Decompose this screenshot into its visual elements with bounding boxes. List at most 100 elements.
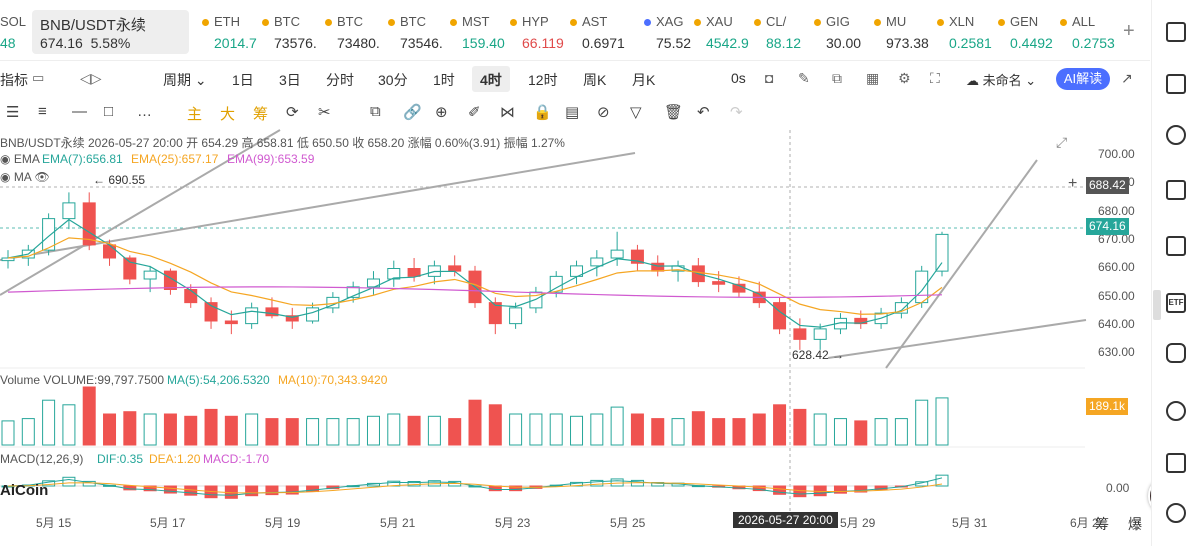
copy-icon[interactable]: ⧉ bbox=[370, 103, 381, 120]
refresh-icon[interactable]: ⟳ bbox=[286, 104, 299, 121]
toolbar-menu-icon[interactable]: ☰ bbox=[6, 104, 20, 121]
rect-icon[interactable]: □ bbox=[104, 103, 114, 120]
ticker-item[interactable]: XLN 0.2581 bbox=[937, 14, 992, 52]
ticker-symbol: XAG bbox=[656, 14, 684, 29]
clear-icon[interactable]: ⊘ bbox=[597, 104, 610, 121]
ticker-item[interactable]: SOL 48 bbox=[0, 14, 26, 52]
sidebar-doc-icon[interactable] bbox=[1166, 74, 1186, 94]
sidebar-exchange-icon[interactable] bbox=[1166, 401, 1186, 421]
ticker-item[interactable]: AST 0.6971 bbox=[570, 14, 625, 52]
volume-bar bbox=[285, 418, 299, 446]
list-icon[interactable]: ≡ bbox=[38, 103, 47, 120]
ticker-item[interactable]: CL/88.12 bbox=[754, 14, 801, 52]
ticker-price: 73480. bbox=[337, 35, 380, 51]
sidebar-grid-icon[interactable] bbox=[1166, 453, 1186, 473]
sidebar-panel-icon[interactable] bbox=[1166, 22, 1186, 42]
trash-icon[interactable]: 🗑 bbox=[664, 104, 684, 121]
tf-1d[interactable]: 1日 bbox=[232, 72, 254, 88]
share-icon[interactable]: ↗ bbox=[1121, 70, 1133, 86]
add-alert-icon[interactable]: + bbox=[1068, 175, 1078, 192]
candle-body bbox=[935, 233, 949, 272]
unnamed-layout-dropdown[interactable]: ☁ 未命名 ⌄ bbox=[966, 73, 1037, 88]
tf-4h[interactable]: 4时 bbox=[480, 72, 502, 88]
ticker-item[interactable]: BTC 73480. bbox=[325, 14, 380, 52]
filter-icon[interactable]: ▽ bbox=[630, 104, 642, 121]
volume-bar bbox=[123, 411, 137, 446]
zoom-icon[interactable]: ⊕ bbox=[435, 104, 448, 121]
indicators-button[interactable]: 指标 bbox=[0, 72, 28, 88]
new-window-icon[interactable]: ⧉ bbox=[832, 70, 842, 86]
grid-icon[interactable]: ▦ bbox=[866, 70, 880, 86]
redo-icon[interactable]: ↷ bbox=[730, 104, 743, 121]
ticker-item[interactable]: XAG 75.52 bbox=[644, 14, 691, 52]
tf-week[interactable]: 周K bbox=[583, 72, 607, 88]
magnet-icon[interactable]: ⋈ bbox=[500, 104, 515, 121]
chips-bottom-button[interactable]: 筹 bbox=[1095, 516, 1109, 532]
sidebar-order-icon[interactable] bbox=[1166, 180, 1186, 200]
link-icon[interactable]: 🔗 bbox=[403, 104, 422, 121]
ticker-price: 0.2581 bbox=[949, 35, 992, 51]
tf-1h[interactable]: 1时 bbox=[433, 72, 455, 88]
sidebar-help-icon[interactable] bbox=[1166, 503, 1186, 523]
ticker-item[interactable]: ALL 0.2753 bbox=[1060, 14, 1115, 52]
volume-bar bbox=[326, 418, 340, 446]
big-order-button[interactable]: 大 bbox=[220, 106, 236, 123]
ticker-item[interactable]: GEN 0.4492 bbox=[998, 14, 1053, 52]
tf-min[interactable]: 分时 bbox=[326, 72, 354, 88]
period-dropdown[interactable]: 周期 ⌄ bbox=[163, 72, 207, 88]
burst-bottom-button[interactable]: 爆 bbox=[1128, 516, 1142, 532]
expand-chart-icon[interactable]: ⤢ bbox=[1056, 134, 1068, 150]
ticker-item[interactable]: ETH 2014.7 bbox=[202, 14, 257, 52]
lock-icon[interactable]: 🔒 bbox=[533, 104, 552, 121]
ticker-dot-icon bbox=[450, 19, 457, 26]
hline-icon[interactable]: — bbox=[72, 103, 87, 120]
tf-month[interactable]: 月K bbox=[632, 72, 656, 88]
replay-icon[interactable]: ◁▷ bbox=[80, 70, 102, 86]
volume-bars bbox=[1, 386, 949, 446]
ticker-item[interactable]: BTC 73576. bbox=[262, 14, 317, 52]
ai-interpret-button[interactable]: AI解读 bbox=[1056, 68, 1110, 90]
ticker-item[interactable]: XAU 4542.9 bbox=[694, 14, 749, 52]
ticker-symbol: HYP bbox=[522, 14, 549, 29]
countdown-timer[interactable]: 0s bbox=[731, 70, 746, 86]
ema-lines bbox=[7, 218, 943, 328]
candle-body bbox=[813, 328, 827, 340]
ticker-item[interactable]: BTC 73546. bbox=[388, 14, 443, 52]
ticker-dot-icon bbox=[262, 19, 269, 26]
tf-30m[interactable]: 30分 bbox=[378, 72, 408, 88]
camera-icon[interactable]: ◘ bbox=[765, 70, 774, 86]
add-ticker-icon[interactable]: + bbox=[1123, 20, 1135, 42]
tf-3d[interactable]: 3日 bbox=[279, 72, 301, 88]
candle-body bbox=[143, 270, 157, 280]
macd-label: MACD(12,26,9) bbox=[0, 452, 84, 466]
sidebar-chart-icon[interactable] bbox=[1166, 125, 1186, 145]
note-icon[interactable]: ▤ bbox=[565, 104, 580, 121]
volume-bar bbox=[488, 404, 502, 446]
sidebar-collapse-handle[interactable] bbox=[1153, 290, 1161, 320]
ticker-item[interactable]: MST 159.40 bbox=[450, 14, 505, 52]
fullscreen-icon[interactable]: ⛶ bbox=[930, 70, 940, 86]
active-ticker-tab[interactable]: BNB/USDT永续 674.16 5.58% bbox=[32, 10, 189, 54]
high-marker: ← 690.55 bbox=[93, 173, 146, 187]
tf-12h[interactable]: 12时 bbox=[528, 72, 558, 88]
ticker-item[interactable]: HYP 66.119 bbox=[510, 14, 564, 52]
layout-icon[interactable]: ▭ bbox=[32, 70, 45, 85]
ticker-item[interactable]: MU 973.38 bbox=[874, 14, 929, 52]
settings-icon[interactable]: ⚙ bbox=[898, 70, 911, 86]
sidebar-bar-icon[interactable] bbox=[1166, 236, 1186, 256]
more-icon[interactable]: … bbox=[137, 103, 152, 120]
macd-bar bbox=[265, 485, 279, 496]
sidebar-etf-icon[interactable]: ETF bbox=[1166, 293, 1186, 313]
ticker-item[interactable]: GIG 30.00 bbox=[814, 14, 861, 52]
volume-bar bbox=[691, 411, 705, 446]
ticker-symbol: XLN bbox=[949, 14, 975, 29]
scissors-icon[interactable]: ✂ bbox=[318, 104, 331, 121]
brush-icon[interactable]: ✐ bbox=[468, 104, 481, 121]
chips-button[interactable]: 筹 bbox=[253, 106, 269, 123]
main-indicator-button[interactable]: 主 bbox=[187, 106, 203, 123]
draw-icon[interactable]: ✎ bbox=[798, 70, 810, 86]
undo-icon[interactable]: ↶ bbox=[697, 104, 710, 121]
price-chart[interactable] bbox=[0, 125, 1150, 546]
sidebar-robot-icon[interactable] bbox=[1166, 343, 1186, 363]
ticker-dot-icon bbox=[998, 19, 1005, 26]
